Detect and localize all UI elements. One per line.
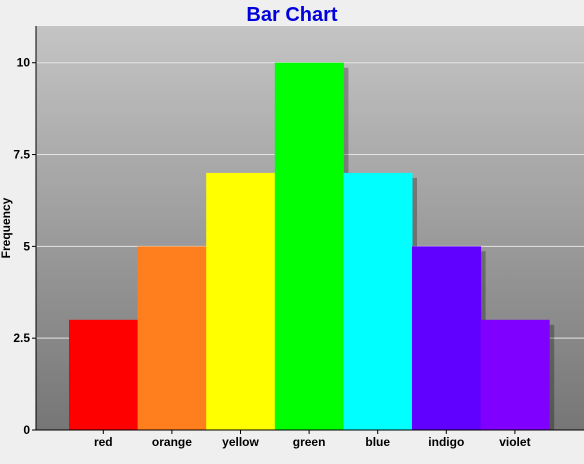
x-tick-label: violet [499,435,530,449]
x-tick-label: indigo [428,435,464,449]
chart-title: Bar Chart [246,4,337,26]
bar-blue [343,172,413,430]
x-tick-label: yellow [222,435,259,449]
bar-green [274,62,344,431]
y-tick-label: 5 [23,239,30,253]
bar-indigo [412,246,482,430]
x-tick-label: red [94,435,113,449]
bars [69,62,550,431]
bar-orange [137,246,207,430]
x-tick-label: green [293,435,326,449]
bar-yellow [206,172,276,430]
x-axis-ticks: red orange yellow green blue indigo violet [94,430,531,449]
bar-red [69,319,139,430]
bar-violet [480,319,550,430]
y-tick-label: 10 [17,56,31,70]
x-tick-label: orange [152,435,192,449]
y-axis-ticks: 0 2.5 5 7.5 10 [13,56,36,437]
y-tick-label: 7.5 [13,148,30,162]
x-tick-label: blue [365,435,390,449]
y-tick-label: 2.5 [13,331,30,345]
y-tick-label: 0 [23,423,30,437]
y-axis-label: Frequency [0,197,13,258]
